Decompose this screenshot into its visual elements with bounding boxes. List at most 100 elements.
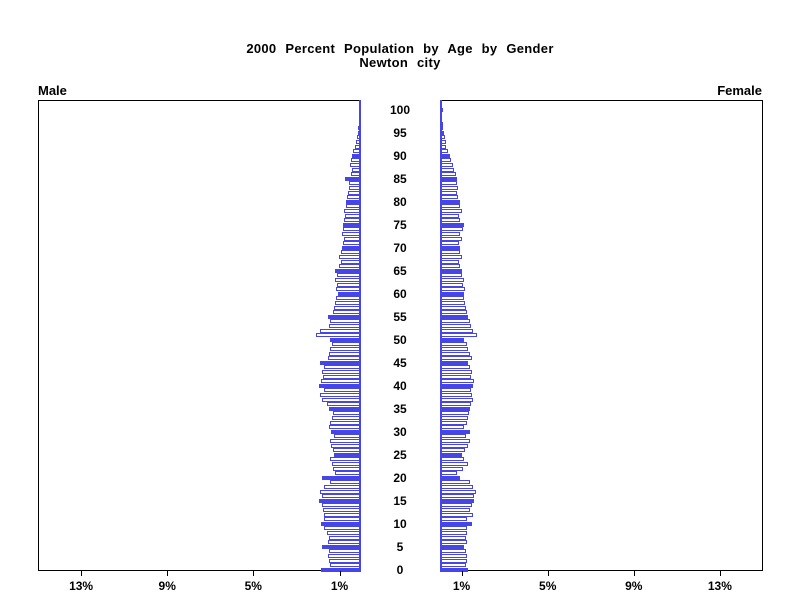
- female-bar-age-65: [440, 268, 462, 273]
- male-bar-age-4: [329, 549, 361, 554]
- female-bar-age-37: [440, 397, 473, 402]
- male-zero-axis: [359, 100, 361, 571]
- female-bar-age-71: [440, 241, 459, 246]
- male-axis-label: Male: [38, 83, 67, 98]
- male-pct-tick-label-5: 5%: [244, 579, 262, 593]
- female-bar-age-67: [440, 259, 459, 264]
- age-tick-label-45: 45: [393, 355, 407, 370]
- male-bar-age-12: [324, 512, 361, 517]
- male-bar-age-21: [335, 471, 361, 476]
- age-tick-label-15: 15: [393, 493, 407, 508]
- female-bar-age-64: [440, 273, 462, 278]
- female-bar-age-79: [440, 204, 460, 209]
- female-bar-age-59: [440, 296, 464, 301]
- male-bar-age-59: [336, 296, 361, 301]
- male-bar-age-35: [329, 406, 361, 411]
- female-bar-age-84: [440, 181, 457, 186]
- age-tick-label-85: 85: [393, 171, 407, 186]
- male-bar-age-3: [328, 553, 361, 558]
- male-bar-age-41: [321, 379, 361, 384]
- age-tick-label-55: 55: [393, 309, 407, 324]
- female-bar-age-57: [440, 305, 466, 310]
- female-pct-tick-label-1: 1%: [452, 579, 471, 593]
- female-bar-age-54: [440, 319, 470, 324]
- female-pct-tick-1: [461, 571, 463, 576]
- male-pct-tick-5: [253, 571, 255, 576]
- female-zero-axis: [440, 100, 442, 571]
- female-bar-age-22: [440, 466, 463, 471]
- male-bar-age-50: [330, 337, 361, 342]
- male-bar-age-18: [324, 484, 361, 489]
- female-bar-age-40: [440, 383, 473, 388]
- female-bar-age-70: [440, 245, 460, 250]
- female-bar-age-10: [440, 521, 472, 526]
- female-bar-age-87: [440, 167, 454, 172]
- male-bar-age-17: [320, 489, 361, 494]
- male-pct-tick-9: [167, 571, 169, 576]
- male-bar-age-22: [333, 466, 361, 471]
- age-tick-label-80: 80: [393, 194, 407, 209]
- male-pct-tick-1: [339, 571, 341, 576]
- male-bar-age-43: [322, 369, 361, 374]
- male-bar-age-13: [323, 507, 361, 512]
- female-bar-age-17: [440, 489, 476, 494]
- male-bar-age-49: [332, 342, 361, 347]
- male-bar-age-24: [330, 457, 361, 462]
- age-tick-label-5: 5: [396, 539, 404, 554]
- male-bar-age-15: [319, 498, 361, 503]
- male-bar-age-8: [327, 530, 361, 535]
- female-bar-age-55: [440, 314, 468, 319]
- chart-title: 2000 Percent Population by Age by Gender: [246, 41, 554, 56]
- female-bar-age-18: [440, 484, 473, 489]
- male-bar-age-26: [333, 448, 361, 453]
- female-bar-age-58: [440, 300, 465, 305]
- male-bar-age-58: [335, 300, 361, 305]
- male-bar-age-30: [331, 429, 361, 434]
- male-bar-age-54: [330, 319, 361, 324]
- chart-subtitle: Newton city: [359, 55, 441, 70]
- male-bar-age-7: [329, 535, 361, 540]
- female-bar-age-69: [440, 250, 460, 255]
- female-bar-age-13: [440, 507, 470, 512]
- female-bar-age-61: [440, 287, 465, 292]
- female-bar-age-1: [440, 563, 466, 568]
- male-bar-age-48: [330, 346, 361, 351]
- female-bar-age-74: [440, 227, 463, 232]
- male-bar-age-36: [327, 402, 361, 407]
- female-pct-tick-label-9: 9%: [625, 579, 643, 593]
- male-bar-age-39: [324, 388, 361, 393]
- male-bar-age-23: [332, 461, 361, 466]
- female-bar-age-62: [440, 282, 463, 287]
- male-bar-age-0: [321, 567, 361, 572]
- female-bar-age-68: [440, 254, 462, 259]
- female-bar-age-80: [440, 199, 460, 204]
- male-bar-age-19: [330, 480, 361, 485]
- male-pct-tick-13: [81, 571, 83, 576]
- female-bar-age-76: [440, 218, 460, 223]
- male-pct-tick-label-13: 13%: [69, 579, 94, 593]
- male-bar-age-6: [328, 540, 361, 545]
- female-bar-age-77: [440, 213, 459, 218]
- female-bar-age-0: [440, 567, 468, 572]
- female-bar-age-50: [440, 337, 464, 342]
- male-bar-age-64: [337, 273, 361, 278]
- female-bar-age-9: [440, 526, 467, 531]
- male-bar-age-20: [322, 475, 361, 480]
- age-tick-label-100: 100: [389, 102, 411, 117]
- female-bar-age-82: [440, 190, 457, 195]
- female-bar-age-48: [440, 346, 468, 351]
- female-bar-age-47: [440, 351, 470, 356]
- male-bar-age-55: [328, 314, 361, 319]
- female-bar-age-23: [440, 461, 468, 466]
- male-bar-age-38: [320, 392, 361, 397]
- male-bar-age-47: [329, 351, 361, 356]
- male-pct-tick-label-1: 1%: [330, 579, 349, 593]
- female-bar-age-19: [440, 480, 470, 485]
- female-bar-age-86: [440, 172, 456, 177]
- female-bar-age-21: [440, 471, 457, 476]
- female-bar-age-7: [440, 535, 466, 540]
- female-bar-age-39: [440, 388, 471, 393]
- female-bar-age-53: [440, 323, 471, 328]
- female-bar-age-43: [440, 369, 472, 374]
- age-tick-label-0: 0: [396, 562, 404, 577]
